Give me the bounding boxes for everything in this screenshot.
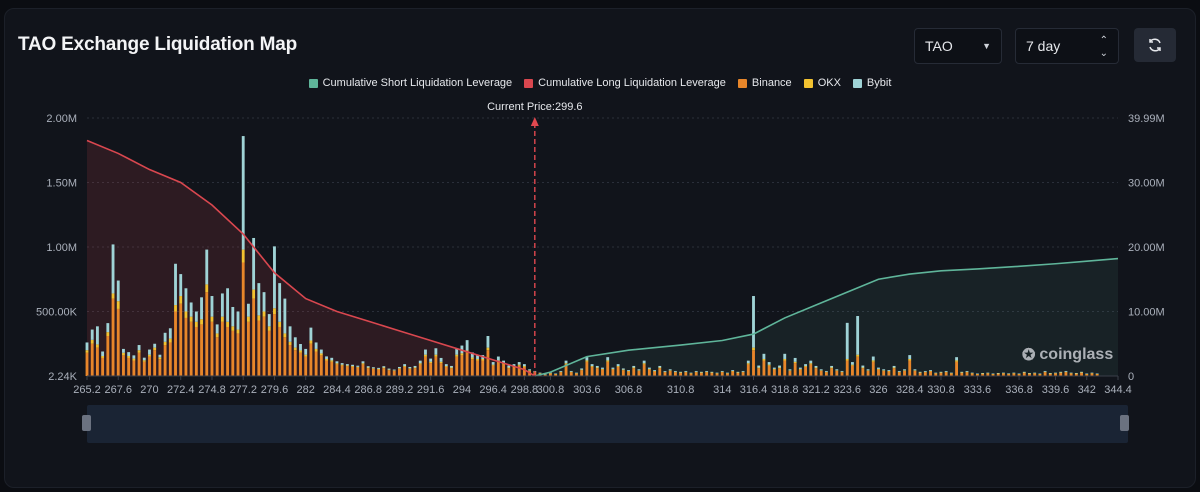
coin-select[interactable]: TAO ▼ [914,28,1002,64]
refresh-button[interactable] [1134,28,1176,62]
period-select[interactable]: 7 day ⌃ ⌄ [1015,28,1119,64]
coinglass-logo-icon: ✪ [1022,347,1036,364]
chart-legend: Cumulative Short Liquidation Leverage Cu… [0,77,1200,89]
legend-swatch [852,78,862,88]
legend-item-long[interactable]: Cumulative Long Liquidation Leverage [524,77,726,89]
coinglass-watermark: ✪ coinglass [1022,345,1113,365]
legend-swatch [737,78,747,88]
period-select-value: 7 day [1026,38,1061,54]
page-title: TAO Exchange Liquidation Map [18,34,298,55]
legend-item-binance[interactable]: Binance [737,77,792,89]
legend-item-okx[interactable]: OKX [803,77,841,89]
legend-label: Cumulative Short Liquidation Leverage [322,77,513,89]
coin-select-value: TAO [925,38,953,54]
legend-item-bybit[interactable]: Bybit [852,77,892,89]
caret-down-icon: ▼ [982,41,991,51]
legend-label: OKX [817,77,841,89]
legend-swatch [524,78,534,88]
legend-label: Cumulative Long Liquidation Leverage [538,77,726,89]
legend-swatch [803,78,813,88]
watermark-text: coinglass [1039,346,1114,363]
legend-item-short[interactable]: Cumulative Short Liquidation Leverage [308,77,513,89]
legend-label: Bybit [866,77,892,89]
refresh-icon [1149,38,1161,52]
legend-swatch [308,78,318,88]
up-down-stepper-icon: ⌃ ⌄ [1099,35,1108,59]
legend-label: Binance [751,77,792,89]
